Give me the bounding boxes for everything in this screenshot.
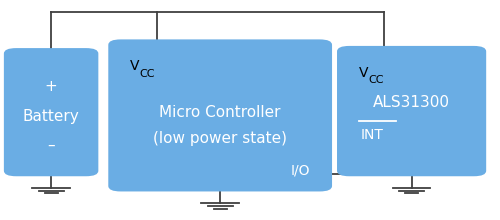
Text: ALS31300: ALS31300 xyxy=(373,95,450,110)
FancyBboxPatch shape xyxy=(4,48,98,176)
Text: Micro Controller: Micro Controller xyxy=(160,105,281,120)
Text: CC: CC xyxy=(140,68,155,79)
Text: –: – xyxy=(48,138,55,152)
FancyBboxPatch shape xyxy=(337,46,486,176)
Text: V: V xyxy=(130,59,139,73)
FancyBboxPatch shape xyxy=(108,39,332,191)
Text: I/O: I/O xyxy=(290,163,310,177)
Text: INT: INT xyxy=(360,128,384,142)
Text: (low power state): (low power state) xyxy=(153,130,287,145)
Text: +: + xyxy=(44,79,58,94)
Text: V: V xyxy=(358,66,368,80)
Text: Battery: Battery xyxy=(22,109,80,124)
Text: CC: CC xyxy=(368,75,384,85)
